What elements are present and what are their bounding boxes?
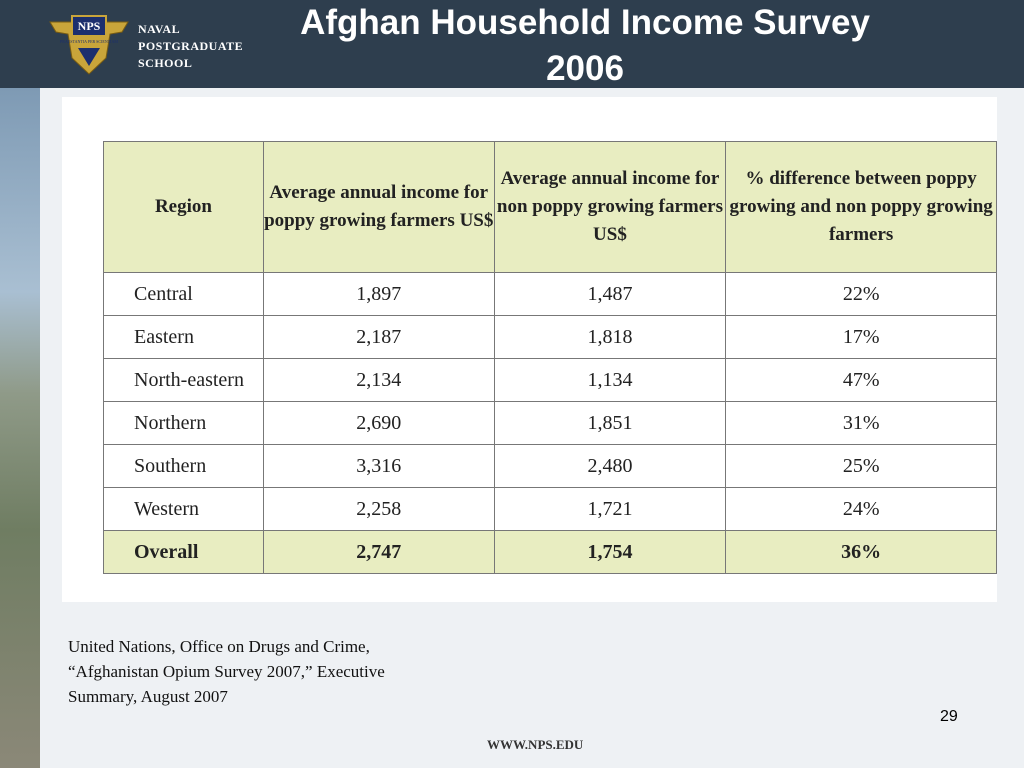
- slide-title: Afghan Household Income Survey 2006: [230, 0, 940, 92]
- table-cell: 25%: [725, 444, 997, 488]
- column-header: Region: [103, 141, 264, 273]
- table-cell: 17%: [725, 315, 997, 359]
- header-banner: NPS PRAESTANTIA PER SCIENTIAM NAVAL POST…: [0, 0, 1024, 88]
- table-cell: Western: [103, 487, 264, 531]
- table-row: Northern 2,690 1,851 31%: [103, 401, 997, 445]
- logo-text: SCHOOL: [138, 56, 193, 70]
- table-cell: 1,851: [493, 401, 727, 445]
- table-cell: Overall: [103, 530, 264, 574]
- table-cell: 1,754: [493, 530, 727, 574]
- table-cell: Eastern: [103, 315, 264, 359]
- table-row: Central 1,897 1,487 22%: [103, 272, 997, 316]
- table-row: Southern 3,316 2,480 25%: [103, 444, 997, 488]
- table-cell: 2,187: [262, 315, 495, 359]
- table-cell: 1,897: [262, 272, 495, 316]
- table-cell: North-eastern: [103, 358, 264, 402]
- table-cell: 31%: [725, 401, 997, 445]
- table-row: North-eastern 2,134 1,134 47%: [103, 358, 997, 402]
- column-header: % difference between poppy growing and n…: [725, 141, 997, 273]
- title-line: 2006: [546, 49, 624, 88]
- logo-badge: NPS: [78, 19, 101, 33]
- table-cell: 1,721: [493, 487, 727, 531]
- column-header: Average annual income for non poppy grow…: [493, 141, 727, 273]
- logo-text: POSTGRADUATE: [138, 39, 244, 53]
- table-row: Overall 2,747 1,754 36%: [103, 530, 997, 574]
- side-photo: [0, 88, 40, 768]
- table-cell: 22%: [725, 272, 997, 316]
- header-row: Region Average annual income for poppy gr…: [103, 141, 997, 273]
- table-cell: Central: [103, 272, 264, 316]
- logo: NPS PRAESTANTIA PER SCIENTIAM: [49, 15, 129, 75]
- table-cell: 2,134: [262, 358, 495, 402]
- table-cell: 2,690: [262, 401, 495, 445]
- logo-motto: PRAESTANTIA PER SCIENTIAM: [60, 39, 118, 44]
- table-cell: 3,316: [262, 444, 495, 488]
- footer-url: WWW.NPS.EDU: [487, 737, 584, 752]
- income-table: Region Average annual income for poppy gr…: [103, 141, 997, 574]
- table-cell: 1,134: [493, 358, 727, 402]
- table-cell: 2,258: [262, 487, 495, 531]
- logo-text: NAVAL: [138, 22, 181, 36]
- table-cell: 36%: [725, 530, 997, 574]
- table-cell: 24%: [725, 487, 997, 531]
- table-cell: 1,487: [493, 272, 727, 316]
- table-cell: Northern: [103, 401, 264, 445]
- table-row: Western 2,258 1,721 24%: [103, 487, 997, 531]
- table-row: Eastern 2,187 1,818 17%: [103, 315, 997, 359]
- table-cell: 2,480: [493, 444, 727, 488]
- column-header: Average annual income for poppy growing …: [262, 141, 495, 273]
- source-line: United Nations, Office on Drugs and Crim…: [68, 637, 370, 656]
- table-cell: 1,818: [493, 315, 727, 359]
- table-cell: 47%: [725, 358, 997, 402]
- table-cell: Southern: [103, 444, 264, 488]
- title-line: Afghan Household Income Survey: [300, 3, 870, 42]
- page-number: 29: [940, 708, 958, 725]
- source-line: Summary, August 2007: [68, 687, 228, 706]
- table-cell: 2,747: [262, 530, 495, 574]
- source-line: “Afghanistan Opium Survey 2007,” Executi…: [68, 662, 385, 681]
